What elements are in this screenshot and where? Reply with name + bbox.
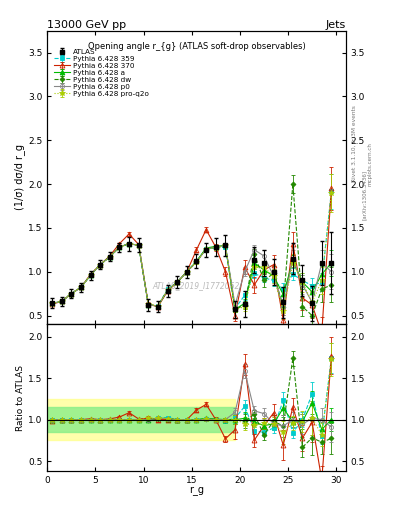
Legend: ATLAS, Pythia 6.428 359, Pythia 6.428 370, Pythia 6.428 a, Pythia 6.428 dw, Pyth: ATLAS, Pythia 6.428 359, Pythia 6.428 37… [54, 49, 149, 97]
Text: 13000 GeV pp: 13000 GeV pp [47, 20, 126, 30]
Y-axis label: Ratio to ATLAS: Ratio to ATLAS [16, 365, 25, 431]
Text: Opening angle r_{g} (ATLAS soft-drop observables): Opening angle r_{g} (ATLAS soft-drop obs… [88, 42, 305, 52]
Text: Rivet 3.1.10, ≥ 3M events: Rivet 3.1.10, ≥ 3M events [352, 105, 357, 182]
Text: [arXiv:1306.3436]: [arXiv:1306.3436] [362, 169, 367, 220]
Bar [47, 399, 235, 440]
Text: Jets: Jets [325, 20, 346, 30]
Text: ATLAS_2019_I1772062: ATLAS_2019_I1772062 [153, 282, 240, 291]
Y-axis label: (1/σ) dσ/d r_g: (1/σ) dσ/d r_g [14, 144, 25, 210]
Text: mcplots.cern.ch: mcplots.cern.ch [367, 142, 373, 186]
Bar [47, 407, 235, 432]
X-axis label: r_g: r_g [189, 486, 204, 496]
